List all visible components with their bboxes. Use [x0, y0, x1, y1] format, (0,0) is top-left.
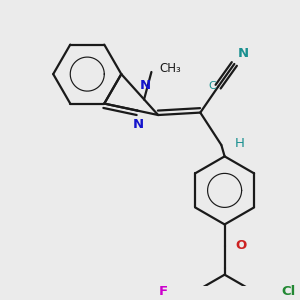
Text: N: N — [238, 47, 249, 60]
Text: CH₃: CH₃ — [160, 62, 181, 75]
Text: N: N — [133, 118, 144, 131]
Text: O: O — [235, 239, 246, 252]
Text: C: C — [208, 81, 216, 91]
Text: Cl: Cl — [282, 285, 296, 298]
Text: N: N — [139, 79, 150, 92]
Text: F: F — [158, 285, 168, 298]
Text: H: H — [234, 137, 244, 150]
